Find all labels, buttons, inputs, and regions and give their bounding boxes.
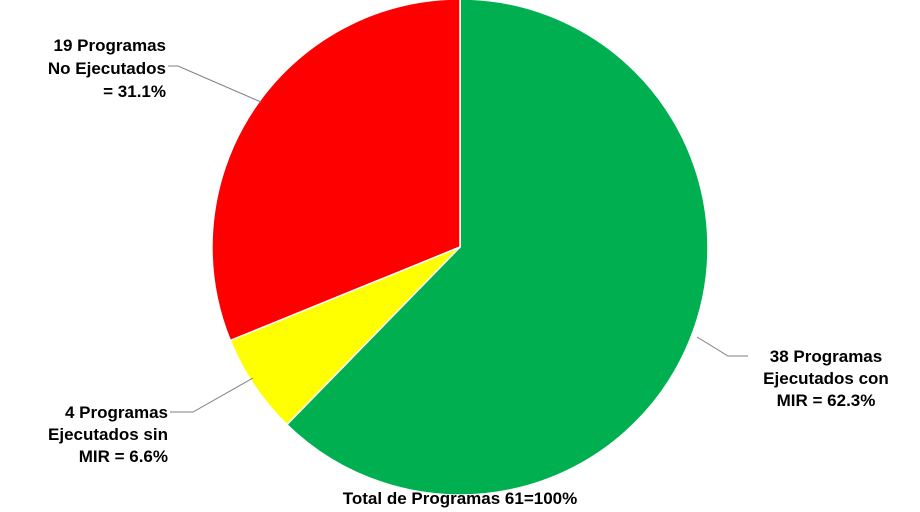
slice-label-ejecutados-con-mir: 38 Programas Ejecutados con MIR = 62.3% [763, 347, 889, 410]
leader-lines [168, 65, 748, 413]
leader-line-no-ejecutados [168, 65, 262, 103]
slice-label-line: 19 Programas [54, 36, 166, 55]
slice-label-line: MIR = 62.3% [777, 391, 876, 410]
slice-label-line: Ejecutados con [763, 369, 889, 388]
slice-label-no-ejecutados: 19 Programas No Ejecutados = 31.1% [48, 36, 166, 101]
slice-label-line: MIR = 6.6% [79, 447, 168, 466]
pie-slices [211, 0, 709, 496]
slice-label-line: 38 Programas [770, 347, 882, 366]
leader-line-ejecutados-sin-mir [170, 377, 254, 413]
slice-label-ejecutados-sin-mir: 4 Programas Ejecutados sin MIR = 6.6% [48, 403, 168, 466]
slice-label-line: 4 Programas [65, 403, 168, 422]
pie-slice-ejecutados-con-mir [285, 0, 709, 496]
slice-label-line: = 31.1% [103, 82, 166, 101]
slice-label-line: No Ejecutados [48, 59, 166, 78]
slice-label-line: Ejecutados sin [48, 425, 168, 444]
leader-line-ejecutados-con-mir [696, 336, 748, 357]
pie-slice-no-ejecutados [211, 0, 461, 342]
slice-labels: 38 Programas Ejecutados con MIR = 62.3% 4 P… [48, 36, 889, 466]
total-label: Total de Programas 61=100% [343, 489, 578, 508]
